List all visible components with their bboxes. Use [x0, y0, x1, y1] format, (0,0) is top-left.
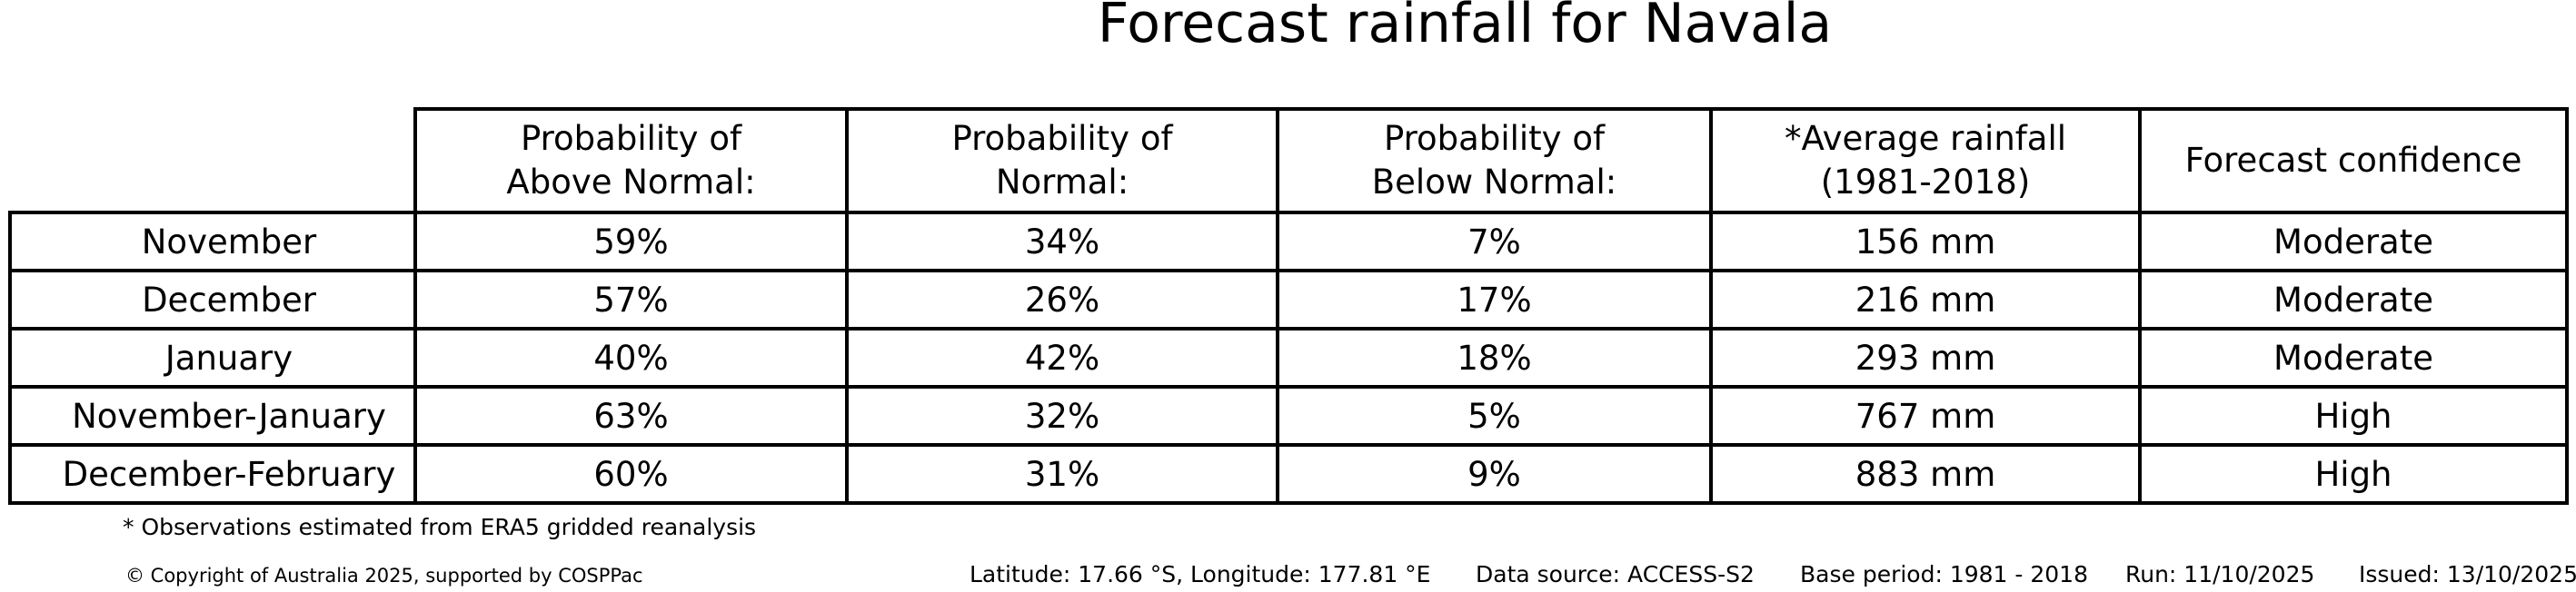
footnote: * Observations estimated from ERA5 gridd… [123, 514, 757, 540]
forecast-table: Probability of Above Normal: Probability… [8, 107, 2569, 505]
average-rainfall-cell: 293 mm [1709, 327, 2142, 389]
prob-normal-cell: 31% [845, 443, 1279, 505]
row-label-cell: December-February [8, 443, 417, 505]
table-row: November 59% 34% 7% 156 mm Moderate [8, 211, 2569, 272]
header-line: Forecast confidence [2184, 140, 2522, 180]
prob-above-cell: 57% [413, 269, 849, 331]
header-line: (1981-2018) [1820, 163, 2031, 202]
header-line: Probability of [951, 118, 1173, 158]
prob-normal-cell: 42% [845, 327, 1279, 389]
header-prob-below: Probability of Below Normal: [1276, 107, 1713, 214]
header-line: Below Normal: [1371, 163, 1617, 202]
average-rainfall-cell: 216 mm [1709, 269, 2142, 331]
row-label-cell: November [8, 211, 417, 272]
copyright-text: © Copyright of Australia 2025, supported… [125, 565, 643, 587]
corner-cell [10, 109, 415, 212]
header-forecast-confidence: Forecast confidence [2138, 107, 2569, 214]
row-label-cell: January [8, 327, 417, 389]
prob-normal-cell: 32% [845, 385, 1279, 447]
header-line: *Average rainfall [1784, 118, 2067, 158]
run-date-text: Run: 11/10/2025 [2125, 561, 2315, 587]
table-row: January 40% 42% 18% 293 mm Moderate [8, 327, 2569, 389]
latitude-longitude-text: Latitude: 17.66 °S, Longitude: 177.81 °E [970, 561, 1431, 587]
issued-date-text: Issued: 13/10/2025 [2359, 561, 2576, 587]
prob-above-cell: 63% [413, 385, 849, 447]
header-line: Normal: [995, 163, 1129, 202]
row-label-cell: December [8, 269, 417, 331]
prob-below-cell: 7% [1276, 211, 1713, 272]
average-rainfall-cell: 156 mm [1709, 211, 2142, 272]
prob-above-cell: 59% [413, 211, 849, 272]
table-row: December-February 60% 31% 9% 883 mm High [8, 443, 2569, 505]
prob-above-cell: 60% [413, 443, 849, 505]
row-label-cell: November-January [8, 385, 417, 447]
prob-below-cell: 18% [1276, 327, 1713, 389]
header-line: Probability of [520, 118, 741, 158]
data-source-text: Data source: ACCESS-S2 [1476, 561, 1755, 587]
prob-normal-cell: 26% [845, 269, 1279, 331]
confidence-cell: Moderate [2138, 327, 2569, 389]
table-row: November-January 63% 32% 5% 767 mm High [8, 385, 2569, 447]
header-average-rainfall: *Average rainfall (1981-2018) [1709, 107, 2142, 214]
table-row: December 57% 26% 17% 216 mm Moderate [8, 269, 2569, 331]
prob-above-cell: 40% [413, 327, 849, 389]
base-period-text: Base period: 1981 - 2018 [1800, 561, 2088, 587]
confidence-cell: Moderate [2138, 211, 2569, 272]
prob-below-cell: 17% [1276, 269, 1713, 331]
confidence-cell: High [2138, 443, 2569, 505]
header-line: Above Normal: [506, 163, 756, 202]
prob-below-cell: 5% [1276, 385, 1713, 447]
confidence-cell: High [2138, 385, 2569, 447]
table-header-row: Probability of Above Normal: Probability… [10, 107, 2569, 214]
average-rainfall-cell: 767 mm [1709, 385, 2142, 447]
confidence-cell: Moderate [2138, 269, 2569, 331]
header-prob-above: Probability of Above Normal: [413, 107, 849, 214]
header-prob-normal: Probability of Normal: [845, 107, 1279, 214]
average-rainfall-cell: 883 mm [1709, 443, 2142, 505]
header-line: Probability of [1383, 118, 1605, 158]
page-title: Forecast rainfall for Navala [1097, 0, 1833, 55]
prob-normal-cell: 34% [845, 211, 1279, 272]
prob-below-cell: 9% [1276, 443, 1713, 505]
